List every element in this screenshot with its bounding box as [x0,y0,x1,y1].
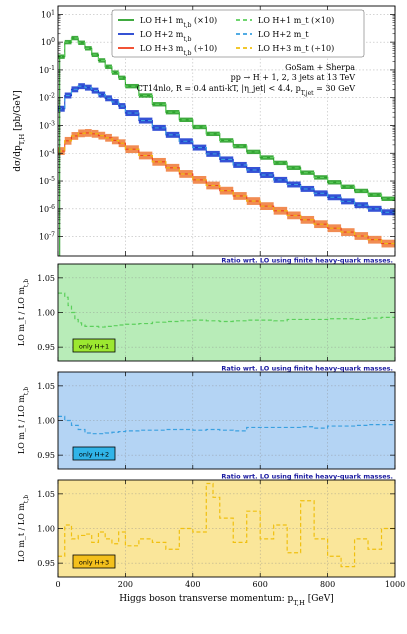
ratio-ytick-label: 1.00 [37,309,55,318]
series-line-mt [58,37,395,200]
ratio-ylabel: LO m_t / LO mt,b [17,279,30,346]
ratio-ylabel: LO m_t / LO mt,b [17,495,30,562]
main-ytick-label: 10-7 [39,231,55,242]
xtick-label: 400 [185,580,200,589]
ratio-panel-1: Ratio wrt. LO using finite heavy-quark m… [17,257,396,362]
ratio-ylabel: LO m_t / LO mt,b [17,387,30,454]
legend-entry: LO H+2 mt,b [140,30,192,43]
ratio-badge-box [72,446,116,461]
series-1 [58,35,395,201]
ratio-curve [58,482,395,568]
xtick-label: 200 [118,580,133,589]
xtick-label: 0 [55,580,60,589]
legend-entry: LO H+3 mt,b (÷10) [140,44,217,57]
ratio-panel-2: Ratio wrt. LO using finite heavy-quark m… [17,365,396,470]
main-panel: 10-7 10-6 10-5 10-4 10-3 10-2 10-1 100 101 dσ/dpT… [13,5,396,257]
main-frame [57,5,396,257]
ratio-ytick-label: 1.05 [37,490,55,499]
legend: LO H+1 mt,b (×10) LO H+1 m_t (×10) LO H+2 … [111,9,365,58]
series-3 [58,129,395,248]
ratio-badge-box [72,554,116,569]
main-ytick-label: 10-3 [39,120,55,131]
ratio-badge-label: only H+2 [79,450,109,458]
annotation-1: GoSam + Sherpa [285,63,355,72]
xtick-label: 600 [253,580,268,589]
ratio-curve [58,415,395,435]
ratio-header: Ratio wrt. LO using finite heavy-quark m… [221,473,393,481]
legend-entry: LO H+3 m_t (÷10) [258,44,334,53]
main-ytick-label: 10-4 [39,148,55,159]
ratio-ytick-label: 0.95 [37,343,55,352]
ratio-header: Ratio wrt. LO using finite heavy-quark m… [221,257,393,265]
legend-entry: LO H+1 m_t (×10) [258,16,334,25]
series-2 [58,83,395,216]
main-ytick-label: 10-5 [39,176,55,187]
main-ytick-label: 101 [41,9,55,20]
main-ytick-label: 100 [41,37,55,48]
ratio-ytick-label: 0.95 [37,559,55,568]
ratio-badge-box [72,338,116,353]
legend-entry: LO H+2 m_t [258,30,309,39]
ratio-panel-3: Ratio wrt. LO using finite heavy-quark m… [17,473,396,578]
ratio-ytick-label: 1.00 [37,525,55,534]
ratio-ytick-label: 0.95 [37,451,55,460]
annotation-3: CT14nlo, R = 0.4 anti-kT, |η_jet| < 4.4,… [137,84,356,97]
ratio-badge-label: only H+3 [79,558,109,566]
main-ytick-label: 10-2 [39,92,55,103]
main-ytick-label: 10-6 [39,203,55,214]
legend-entry: LO H+1 mt,b (×10) [140,16,217,29]
xlabel: Higgs boson transverse momentum: pT,H [G… [119,594,334,607]
series-line-mt [58,85,395,213]
ratio-ytick-label: 1.05 [37,274,55,283]
annotation-2: pp → H + 1, 2, 3 jets at 13 TeV [231,73,356,82]
main-ytick-label: 10-1 [39,64,55,75]
ratio-badge-label: only H+1 [79,342,109,350]
ratio-header: Ratio wrt. LO using finite heavy-quark m… [221,365,393,373]
series-line-mt [58,132,395,245]
main-ylabel: dσ/dpT,H [pb/GeV] [13,90,26,171]
ratio-curve [58,292,395,328]
ratio-ytick-label: 1.00 [37,417,55,426]
xtick-label: 800 [320,580,335,589]
ratio-ytick-label: 1.05 [37,382,55,391]
xtick-label: 1000 [385,580,405,589]
